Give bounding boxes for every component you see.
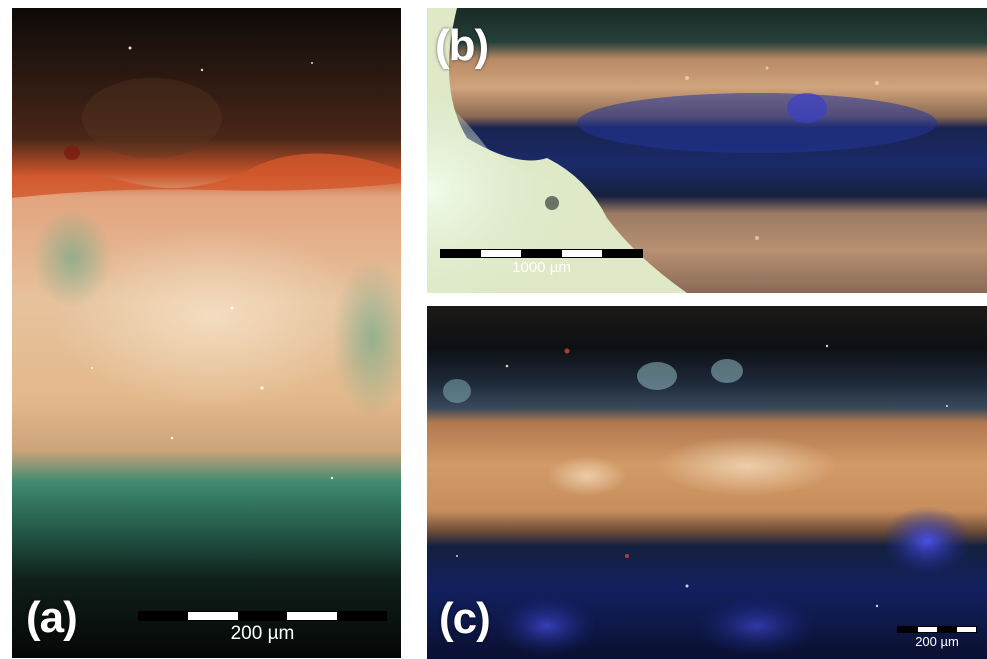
panel-b-label: (b) [435,21,489,70]
scale-bar-text: 200 µm [230,623,295,644]
scale-bar-graphic [897,626,977,633]
panel-b-scale-bar: 1000 µm [440,249,643,276]
panel-c-micrograph: (c) 200 µm [427,306,987,659]
scale-bar-graphic [440,249,643,258]
panel-b-micrograph: (b) 1000 µm [427,8,987,293]
scale-bar-text: 1000 µm [512,259,571,276]
panel-c-scale-bar: 200 µm [897,626,977,649]
scale-bar-text: 200 µm [915,634,959,649]
panel-c-photo [427,306,987,659]
panel-a-label: (a) [26,593,78,642]
panel-a-photo [12,8,401,658]
panel-b-photo [427,8,987,293]
panel-c-label: (c) [439,594,491,643]
scale-bar-graphic [138,611,387,621]
panel-a-micrograph: (a) 200 µm [12,8,401,658]
panel-a-scale-bar: 200 µm [138,611,387,644]
